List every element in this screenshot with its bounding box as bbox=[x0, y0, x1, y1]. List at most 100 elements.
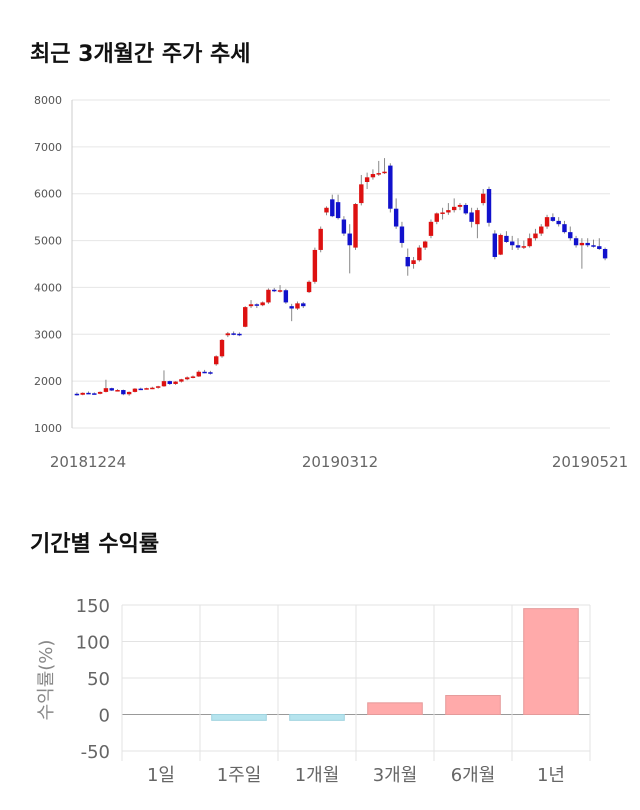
candle-body bbox=[248, 304, 254, 307]
price-trend-title: 최근 3개월간 주가 추세 bbox=[30, 42, 251, 67]
x-date-label: 20190521 bbox=[552, 453, 628, 471]
y-tick-label: 4000 bbox=[34, 281, 62, 294]
candle-body bbox=[504, 235, 509, 242]
category-label: 6개월 bbox=[451, 765, 496, 786]
candle-body bbox=[202, 371, 207, 374]
candle-body bbox=[167, 381, 172, 384]
y-tick-label: 100 bbox=[76, 633, 110, 654]
candle-body bbox=[405, 256, 410, 267]
candle-body bbox=[521, 246, 527, 248]
candle-body bbox=[121, 390, 126, 395]
category-label: 1년 bbox=[537, 765, 565, 786]
candle-body bbox=[457, 204, 463, 207]
candle-body bbox=[208, 372, 213, 374]
candle-body bbox=[225, 333, 231, 336]
return-bar bbox=[445, 695, 501, 716]
candle-body bbox=[196, 371, 201, 377]
x-date-label: 20181224 bbox=[50, 453, 126, 471]
returns-title: 기간별 수익률 bbox=[30, 532, 160, 557]
candle-body bbox=[533, 233, 538, 239]
y-tick-label: 3000 bbox=[34, 328, 62, 341]
candle-body bbox=[266, 289, 271, 303]
candle-body bbox=[353, 204, 358, 248]
candle-body bbox=[469, 212, 474, 222]
return-bar bbox=[289, 714, 345, 721]
category-label: 3개월 bbox=[373, 765, 418, 786]
candle-body bbox=[173, 381, 178, 384]
y-tick-label: 150 bbox=[76, 596, 110, 617]
candle-body bbox=[428, 221, 434, 236]
candle-body bbox=[214, 356, 219, 365]
candle-body bbox=[562, 224, 567, 233]
candle-body bbox=[527, 238, 532, 247]
candle-body bbox=[155, 386, 161, 388]
candle-body bbox=[80, 392, 85, 395]
candle-body bbox=[150, 387, 155, 390]
y-tick-label: 5000 bbox=[34, 235, 62, 248]
candle-body bbox=[115, 390, 120, 392]
y-tick-label: 0 bbox=[99, 706, 110, 727]
candle-body bbox=[277, 290, 283, 292]
return-bar bbox=[367, 702, 423, 716]
candle-body bbox=[422, 241, 428, 248]
candle-body bbox=[295, 303, 300, 309]
candle-body bbox=[510, 241, 515, 246]
candle-body bbox=[126, 391, 132, 395]
y-tick-label: 7000 bbox=[34, 141, 62, 154]
category-label: 1주일 bbox=[217, 765, 262, 786]
candle-body bbox=[370, 174, 376, 178]
candle-body bbox=[568, 232, 573, 239]
category-label: 1일 bbox=[147, 765, 175, 786]
candle-body bbox=[359, 184, 364, 204]
candle-body bbox=[399, 226, 405, 243]
candle-body bbox=[579, 242, 585, 246]
candle-body bbox=[335, 202, 341, 219]
candlestick-chart: 8000 7000 6000 5000 4000 3000 2000 1000 20181224… bbox=[34, 94, 628, 471]
candle-body bbox=[498, 234, 503, 255]
candle-body bbox=[440, 212, 445, 214]
candle-body bbox=[161, 381, 167, 387]
candle-body bbox=[451, 206, 457, 211]
candle-body bbox=[602, 249, 608, 259]
candle-body bbox=[446, 210, 451, 213]
candle-body bbox=[550, 217, 556, 221]
candle-body bbox=[243, 307, 248, 327]
candle-body bbox=[591, 245, 596, 247]
candle-body bbox=[190, 376, 196, 378]
candle-body bbox=[330, 199, 335, 217]
candle-body bbox=[301, 303, 306, 307]
candle-body bbox=[283, 290, 289, 303]
y-tick-label: 1000 bbox=[34, 422, 62, 435]
candle-body bbox=[388, 165, 393, 209]
candle-body bbox=[138, 388, 143, 391]
candle-body bbox=[144, 388, 149, 390]
candle-body bbox=[434, 213, 439, 222]
candle-body bbox=[324, 207, 329, 213]
candle-body bbox=[318, 228, 323, 250]
candle-body bbox=[312, 249, 318, 282]
candle-body bbox=[92, 393, 97, 395]
candle-body bbox=[74, 393, 80, 396]
candle-body bbox=[260, 302, 265, 306]
x-date-label: 20190312 bbox=[302, 453, 378, 471]
candle-body bbox=[597, 246, 602, 250]
candle-body bbox=[97, 391, 103, 394]
candle-body bbox=[492, 233, 498, 257]
candle-body bbox=[289, 306, 294, 309]
candle-body bbox=[556, 220, 561, 225]
candle-body bbox=[231, 333, 236, 335]
candle-body bbox=[393, 208, 399, 227]
candle-body bbox=[341, 219, 347, 234]
candle-body bbox=[463, 204, 468, 214]
candle-body bbox=[179, 379, 184, 382]
candle-body bbox=[486, 189, 492, 223]
candle-body bbox=[103, 388, 109, 392]
y-tick-label: 6000 bbox=[34, 188, 62, 201]
candle-body bbox=[475, 210, 480, 225]
return-bar bbox=[211, 714, 267, 721]
return-bar bbox=[523, 608, 579, 716]
candle-body bbox=[306, 281, 312, 293]
candle-body bbox=[573, 238, 579, 246]
candle-body bbox=[272, 289, 277, 292]
